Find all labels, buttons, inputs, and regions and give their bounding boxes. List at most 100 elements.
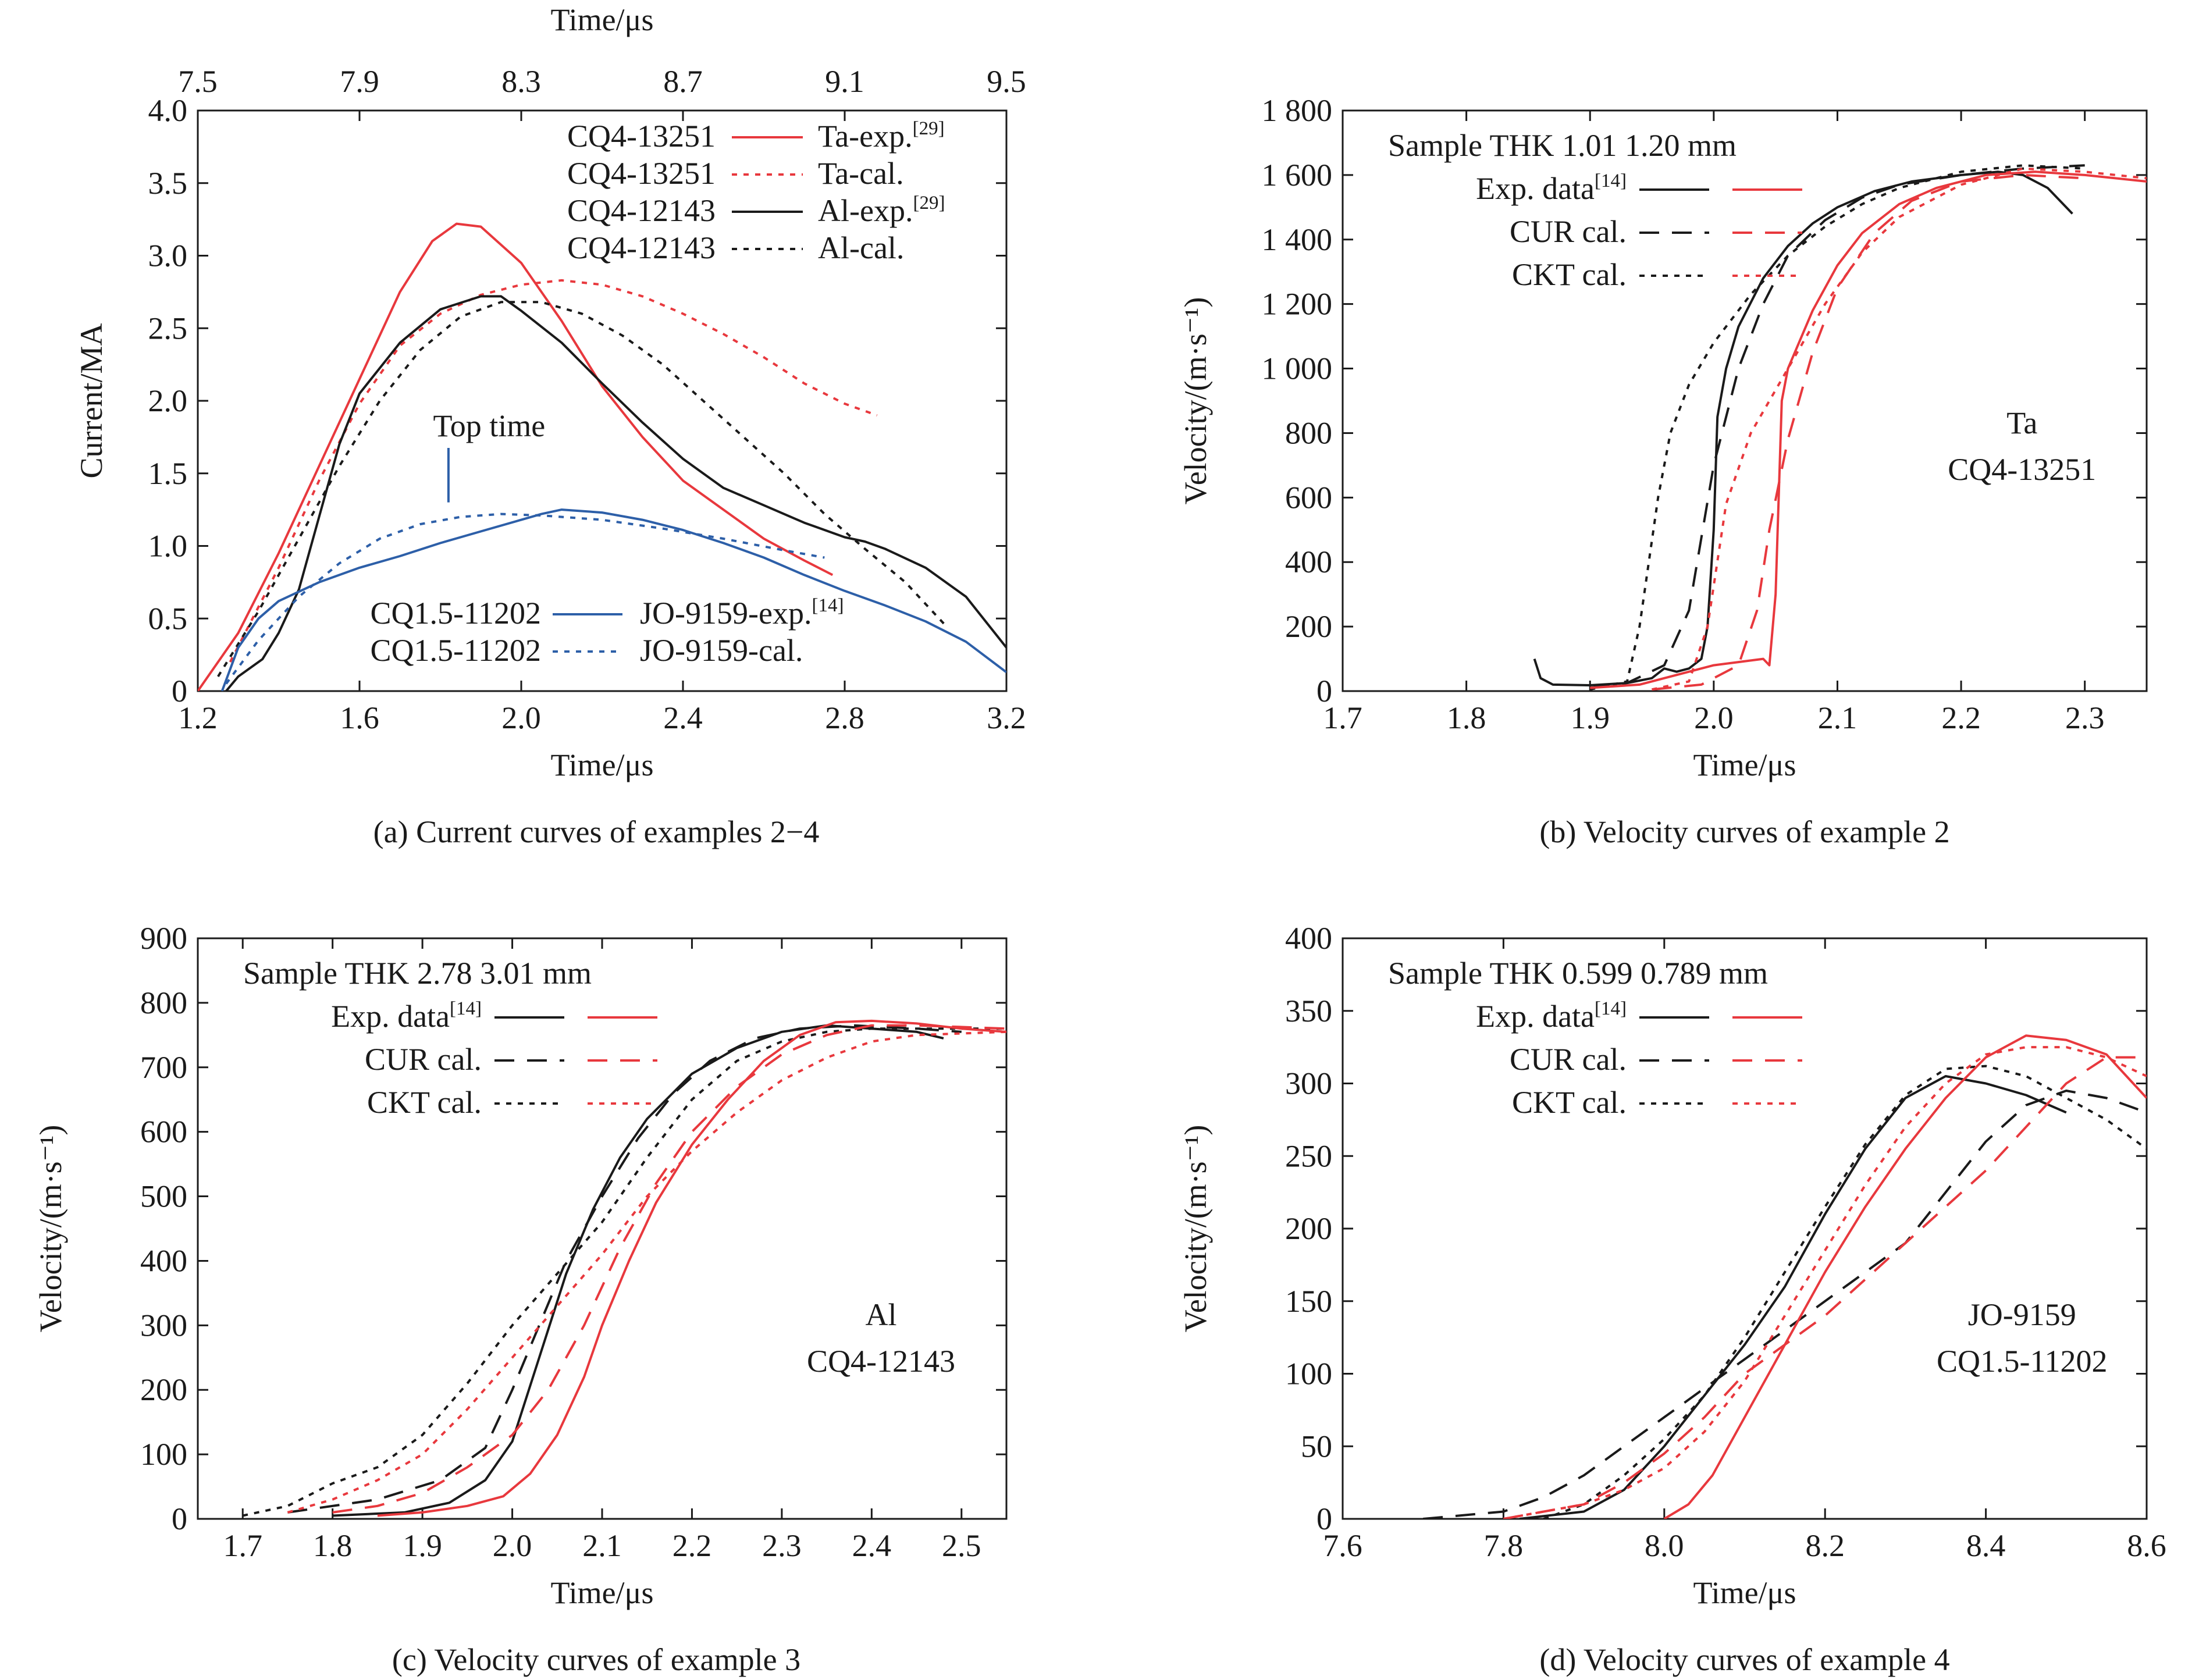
- y-tick-label: 4.0: [148, 93, 188, 128]
- legend-label: CKT cal.: [1512, 257, 1627, 292]
- y-tick-label: 300: [1285, 1066, 1332, 1101]
- x-tick-label: 1.8: [1447, 700, 1486, 735]
- x-tick-label: 1.7: [223, 1528, 262, 1563]
- series-line: [220, 508, 1006, 691]
- x-axis-label: Time/μs: [550, 1575, 653, 1610]
- x-axis-label: Time/μs: [550, 748, 653, 782]
- figure-caption: (c) Velocity curves of example 3: [392, 1642, 800, 1677]
- series-line: [1503, 1056, 2147, 1519]
- legend-header: Sample THK 2.78 3.01 mm: [243, 956, 592, 991]
- y-tick-label: 3.5: [148, 166, 188, 201]
- y-tick-label: 250: [1285, 1138, 1332, 1173]
- chart-panel-b: 1.7 1.8 1.9 2.0 2.1 2.2 2.3 0 200 400 600 800 1 000 1…: [1178, 93, 2148, 849]
- series-line: [1589, 164, 2085, 689]
- series-line: [1519, 1075, 2067, 1519]
- y-axis-label: Velocity/(m·s⁻¹): [1178, 297, 1213, 505]
- y-tick-label: 100: [140, 1437, 187, 1472]
- x-tick-label: 8.2: [1805, 1528, 1845, 1563]
- y-tick-label: 1.5: [148, 456, 188, 491]
- x-tick-label: 2.1: [582, 1528, 622, 1563]
- figure-caption: (a) Current curves of examples 2−4: [373, 814, 820, 849]
- y-tick-label: 0: [1316, 674, 1332, 709]
- x-tick-label: 2.2: [672, 1528, 712, 1563]
- y-tick-label: 3.0: [148, 239, 188, 273]
- x-tick-label: 1.9: [403, 1528, 442, 1563]
- chart-panel-d: 7.6 7.8 8.0 8.2 8.4 8.6 0 50 100 150 200 250 300 350 4…: [1178, 921, 2166, 1677]
- y-tick-label: 600: [140, 1115, 187, 1149]
- legend-label: CKT cal.: [367, 1085, 482, 1120]
- legend-label: Ta-exp.[29]: [818, 118, 945, 154]
- legend-shot-label: CQ1.5-11202: [371, 596, 542, 631]
- legend-label: CKT cal.: [1512, 1085, 1627, 1120]
- series-line: [198, 222, 834, 691]
- legend-label: Al-exp.[29]: [818, 193, 945, 228]
- x-tick-label: 8.0: [1645, 1528, 1684, 1563]
- x-tick-label: 2.0: [1694, 700, 1734, 735]
- y-tick-label: 200: [1285, 609, 1332, 644]
- annotation-material: Al: [866, 1297, 897, 1332]
- legend-label: JO-9159-exp.[14]: [640, 595, 844, 631]
- y-tick-label: 200: [140, 1372, 187, 1407]
- x-tick-label: 2.3: [2065, 700, 2105, 735]
- top-x-tick-label: 8.3: [501, 64, 541, 99]
- annotation-text: Top time: [433, 408, 546, 443]
- series-line: [1503, 1046, 2147, 1519]
- y-tick-label: 50: [1301, 1429, 1332, 1464]
- y-tick-label: 0: [172, 674, 187, 709]
- series-line: [287, 1024, 962, 1514]
- chart-panel-c: 1.7 1.8 1.9 2.0 2.1 2.2 2.3 2.4 2.5 0 100 200 300 400…: [33, 921, 1008, 1677]
- legend-label: Exp. data[14]: [1476, 998, 1627, 1034]
- y-tick-label: 2.0: [148, 383, 188, 418]
- x-tick-label: 2.8: [825, 700, 864, 735]
- series-line: [217, 301, 947, 678]
- x-tick-label: 1.8: [313, 1528, 353, 1563]
- x-tick-label: 2.5: [942, 1528, 981, 1563]
- y-tick-label: 300: [140, 1308, 187, 1343]
- x-tick-label: 8.6: [2127, 1528, 2166, 1563]
- series-line: [242, 1027, 1006, 1517]
- x-tick-label: 1.9: [1570, 700, 1610, 735]
- x-tick-label: 8.4: [1966, 1528, 2006, 1563]
- y-tick-label: 0.5: [148, 601, 188, 636]
- chart-panel-a: 1.2 1.6 2.0 2.4 2.8 3.2 0 0.5 1.0 1.5 2.0 2.5 3.0 3.5…: [74, 2, 1026, 849]
- y-tick-label: 1 400: [1262, 222, 1333, 257]
- legend-shot-label: CQ1.5-11202: [371, 633, 542, 668]
- plot-frame: [1342, 109, 2148, 692]
- legend-header: Sample THK 1.01 1.20 mm: [1388, 128, 1737, 163]
- y-tick-label: 600: [1285, 480, 1332, 515]
- legend-label: CUR cal.: [1510, 1042, 1627, 1077]
- series-line: [225, 295, 1006, 691]
- x-tick-label: 3.2: [987, 700, 1026, 735]
- legend-shot-label: CQ4-13251: [567, 156, 716, 191]
- y-axis-label: Velocity/(m·s⁻¹): [33, 1125, 68, 1333]
- y-tick-label: 400: [1285, 921, 1332, 956]
- x-tick-label: 2.4: [852, 1528, 892, 1563]
- legend-label: Ta-cal.: [818, 156, 904, 191]
- legend-shot-label: CQ4-12143: [567, 230, 716, 265]
- y-tick-label: 400: [140, 1243, 187, 1278]
- y-tick-label: 0: [1316, 1501, 1332, 1536]
- series-line: [1589, 164, 2085, 691]
- legend-label: CUR cal.: [1510, 214, 1627, 249]
- series-line: [225, 512, 825, 685]
- y-tick-label: 1 600: [1262, 158, 1333, 193]
- y-tick-label: 350: [1285, 994, 1332, 1028]
- y-tick-label: 100: [1285, 1357, 1332, 1391]
- y-tick-label: 900: [140, 921, 187, 956]
- x-tick-label: 2.4: [663, 700, 703, 735]
- y-tick-label: 1.0: [148, 529, 188, 564]
- top-x-tick-label: 8.7: [663, 64, 703, 99]
- series-line: [1663, 1034, 2147, 1519]
- top-x-tick-label: 7.5: [178, 64, 218, 99]
- x-tick-label: 7.8: [1484, 1528, 1524, 1563]
- annotation-shot: CQ1.5-11202: [1937, 1344, 2108, 1379]
- y-tick-label: 1 000: [1262, 351, 1333, 386]
- y-tick-label: 400: [1285, 544, 1332, 579]
- series-line: [287, 1030, 1006, 1514]
- y-axis-label: Current/MA: [74, 323, 109, 479]
- y-tick-label: 1 200: [1262, 287, 1333, 322]
- series-line: [1543, 1065, 2147, 1519]
- series-line: [1652, 167, 2147, 691]
- top-x-tick-label: 9.1: [825, 64, 864, 99]
